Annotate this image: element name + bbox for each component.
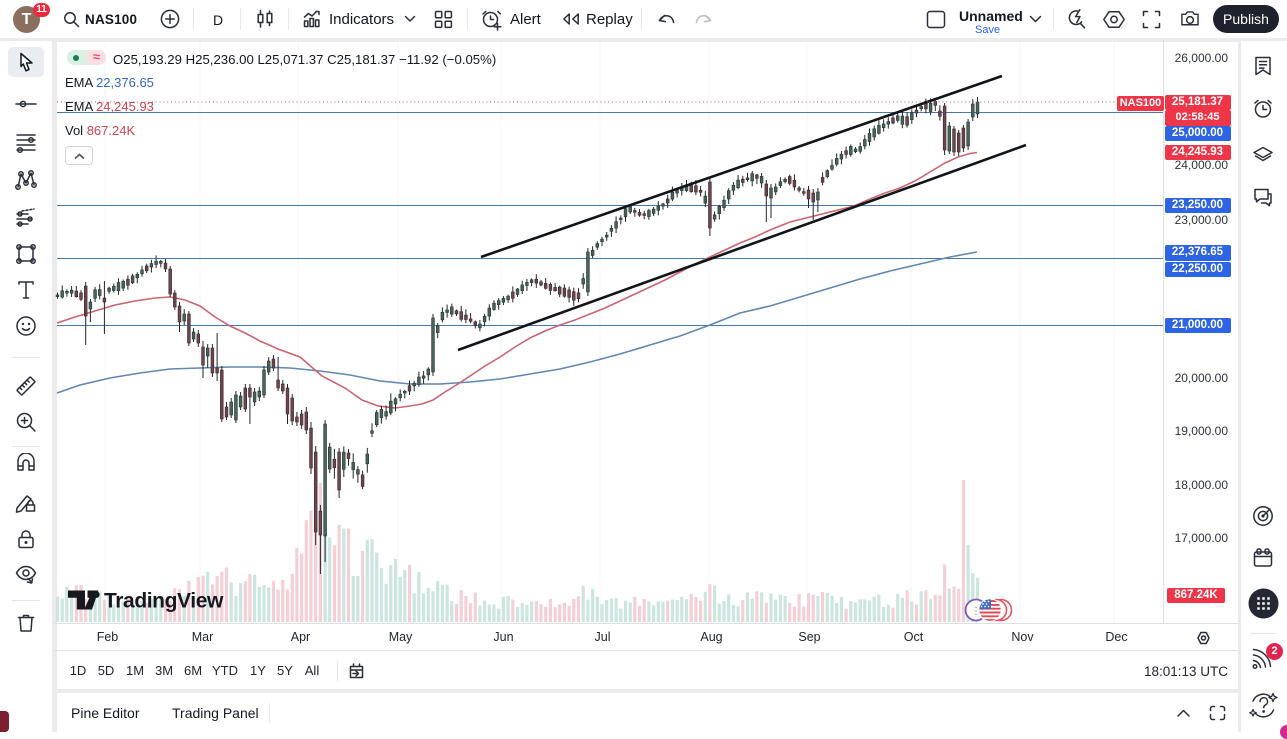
svg-text:⋮: ⋮ — [971, 606, 981, 617]
svg-text:TradingView: TradingView — [104, 590, 224, 613]
